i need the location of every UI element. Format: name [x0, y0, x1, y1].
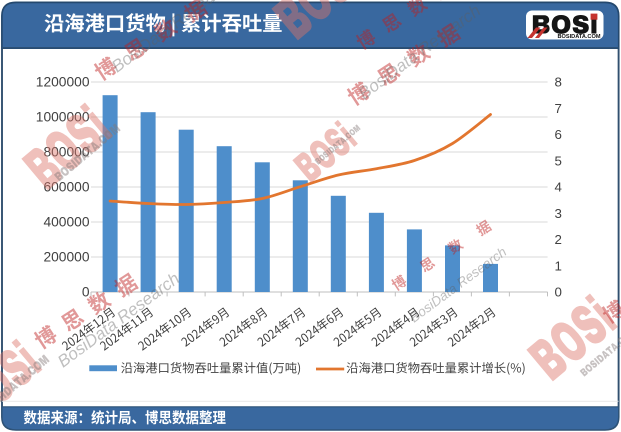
svg-text:7: 7	[555, 101, 562, 116]
svg-text:8: 8	[555, 75, 562, 90]
svg-text:400000: 400000	[43, 215, 89, 230]
svg-text:200000: 200000	[43, 250, 89, 265]
svg-text:1000000: 1000000	[36, 110, 90, 125]
svg-text:0: 0	[555, 285, 562, 300]
svg-text:1: 1	[555, 258, 562, 273]
svg-text:0: 0	[82, 285, 90, 300]
svg-text:1200000: 1200000	[36, 75, 90, 90]
svg-text:3: 3	[555, 206, 562, 221]
svg-text:BOSIDATA.COM: BOSIDATA.COM	[558, 34, 601, 40]
svg-text:4: 4	[555, 180, 562, 195]
svg-text:600000: 600000	[43, 180, 89, 195]
svg-text:5: 5	[555, 153, 562, 168]
svg-text:800000: 800000	[43, 145, 89, 160]
svg-text:6: 6	[555, 127, 562, 142]
svg-text:2: 2	[555, 232, 562, 247]
